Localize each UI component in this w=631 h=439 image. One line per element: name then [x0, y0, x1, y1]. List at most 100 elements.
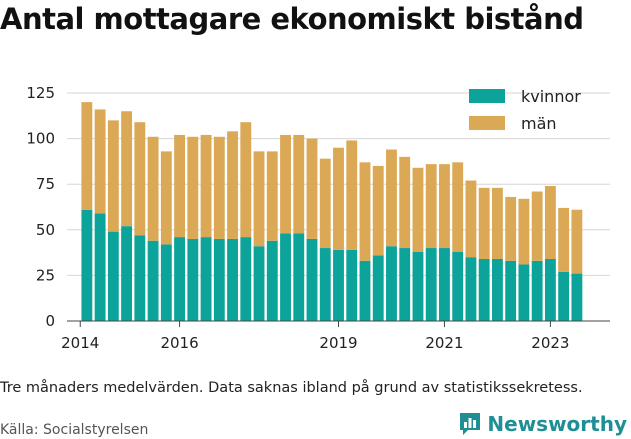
bar-kvinnor — [372, 255, 384, 321]
bar-kvinnor — [293, 233, 305, 321]
source-credit: Källa: Socialstyrelsen — [0, 422, 149, 438]
bar-kvinnor — [571, 273, 583, 321]
bar-man — [147, 136, 159, 241]
x-tick-label: 2014 — [61, 334, 99, 350]
bar-kvinnor — [544, 258, 556, 321]
bar-kvinnor — [187, 238, 199, 321]
bar-man — [227, 131, 238, 239]
bar-man — [319, 158, 331, 249]
legend-swatch-kvinnor — [469, 89, 505, 103]
bar-kvinnor — [425, 248, 437, 321]
bar-kvinnor — [465, 257, 477, 321]
bar-man — [544, 186, 556, 259]
bar-kvinnor — [121, 226, 133, 321]
bar-kvinnor — [505, 260, 517, 321]
bar-man — [81, 102, 93, 210]
bar-man — [491, 187, 503, 259]
bar-man — [465, 180, 477, 258]
bar-kvinnor — [240, 237, 252, 321]
axes: 0 25 50 75 100 125 2014 2016 2019 2021 2023 — [26, 84, 610, 350]
bar-kvinnor — [452, 251, 464, 321]
bar-man — [399, 156, 411, 249]
legend-label-kvinnor: kvinnor — [521, 87, 581, 106]
bar-man — [439, 164, 450, 249]
brand-logo[interactable]: Newsworthy — [458, 411, 627, 437]
brand-name: Newsworthy — [487, 412, 627, 436]
bar-kvinnor — [266, 240, 278, 321]
x-tick-label: 2019 — [319, 334, 357, 350]
y-tick-label: 50 — [36, 221, 55, 239]
bar-kvinnor — [306, 238, 318, 321]
bar-kvinnor — [399, 248, 411, 321]
legend-swatch-man — [469, 116, 505, 130]
bar-man — [121, 111, 133, 227]
x-tick-label: 2023 — [531, 334, 569, 350]
bar-kvinnor — [94, 213, 106, 321]
bar-kvinnor — [213, 238, 225, 321]
bar-kvinnor — [147, 240, 159, 321]
bar-kvinnor — [333, 249, 344, 321]
bar-kvinnor — [386, 246, 397, 321]
stacked-bar-chart: 0 25 50 75 100 125 2014 2016 2019 2021 2023 kvinno… — [26, 84, 610, 350]
bar-man — [505, 196, 517, 261]
bar-man — [452, 162, 464, 252]
bar-kvinnor — [346, 249, 358, 321]
bar-kvinnor — [134, 235, 146, 321]
bar-man — [240, 122, 252, 238]
bar-man — [306, 138, 318, 239]
bar-man — [187, 136, 199, 239]
bar-kvinnor — [107, 231, 119, 321]
bar-man — [386, 149, 397, 247]
bar-man — [372, 165, 384, 256]
bar-man — [280, 134, 291, 234]
legend-label-man: män — [521, 114, 557, 133]
y-tick-label: 125 — [26, 84, 55, 102]
bar-kvinnor — [491, 258, 503, 321]
bar-kvinnor — [81, 209, 93, 321]
bar-man — [293, 134, 305, 234]
bar-man — [266, 151, 278, 241]
legend: kvinnor män — [469, 87, 581, 133]
bar-man — [253, 151, 265, 247]
bar-kvinnor — [200, 237, 212, 321]
bar-kvinnor — [412, 251, 424, 321]
bar-man — [359, 162, 371, 261]
y-tick-label: 25 — [36, 266, 55, 284]
x-tick-label: 2016 — [160, 334, 198, 350]
bar-kvinnor — [531, 260, 543, 321]
bar-man — [94, 109, 106, 214]
bar-man — [333, 147, 344, 250]
bar-kvinnor — [439, 248, 450, 321]
bar-man — [200, 134, 212, 238]
bar-man — [478, 187, 490, 259]
bar-kvinnor — [518, 264, 530, 321]
bar-man — [518, 198, 530, 265]
bar-kvinnor — [280, 233, 291, 321]
bar-man — [134, 122, 146, 236]
bar-kvinnor — [478, 258, 490, 321]
bar-kvinnor — [558, 271, 570, 321]
bar-man — [160, 151, 172, 245]
bar-kvinnor — [319, 248, 331, 321]
y-tick-label: 75 — [36, 175, 55, 193]
bars — [81, 102, 583, 321]
bar-man — [412, 167, 424, 252]
x-tick-label: 2021 — [425, 334, 463, 350]
bar-man — [425, 164, 437, 249]
bar-man — [571, 209, 583, 274]
bar-kvinnor — [227, 238, 238, 321]
chart-caption: Tre månaders medelvärden. Data saknas ib… — [0, 380, 583, 396]
bar-kvinnor — [253, 246, 265, 321]
bar-man — [213, 136, 225, 239]
bar-man — [107, 120, 119, 232]
bar-man — [174, 134, 186, 238]
bar-kvinnor — [174, 237, 186, 321]
bar-man — [558, 207, 570, 272]
y-tick-label: 0 — [45, 312, 55, 330]
bar-man — [531, 191, 543, 261]
bar-chart-logo-icon — [460, 413, 481, 435]
bar-man — [346, 140, 358, 250]
bar-kvinnor — [359, 260, 371, 321]
chart-title: Antal mottagare ekonomiskt bistånd — [0, 2, 584, 36]
y-tick-label: 100 — [26, 130, 55, 148]
